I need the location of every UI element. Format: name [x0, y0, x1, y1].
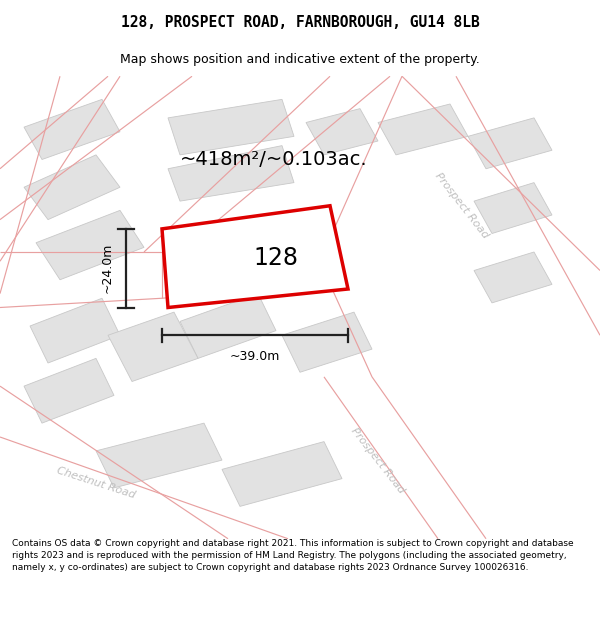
Polygon shape	[168, 146, 294, 201]
Polygon shape	[96, 423, 222, 488]
Text: Chestnut Road: Chestnut Road	[55, 466, 137, 501]
Polygon shape	[168, 99, 294, 155]
Polygon shape	[474, 252, 552, 303]
Text: Map shows position and indicative extent of the property.: Map shows position and indicative extent…	[120, 53, 480, 66]
Polygon shape	[24, 155, 120, 219]
Polygon shape	[108, 312, 198, 381]
Polygon shape	[222, 442, 342, 506]
Polygon shape	[30, 298, 120, 363]
Text: Prospect Road: Prospect Road	[349, 426, 407, 495]
Text: 128: 128	[254, 246, 299, 270]
Polygon shape	[378, 104, 468, 155]
Text: 128, PROSPECT ROAD, FARNBOROUGH, GU14 8LB: 128, PROSPECT ROAD, FARNBOROUGH, GU14 8L…	[121, 16, 479, 31]
Polygon shape	[36, 211, 144, 280]
Text: Prospect Road: Prospect Road	[433, 171, 491, 241]
Polygon shape	[282, 312, 372, 372]
Text: ~418m²/~0.103ac.: ~418m²/~0.103ac.	[180, 150, 368, 169]
Polygon shape	[24, 99, 120, 159]
Polygon shape	[180, 294, 276, 358]
Polygon shape	[24, 358, 114, 423]
Polygon shape	[306, 109, 378, 155]
Polygon shape	[162, 206, 348, 308]
Text: ~39.0m: ~39.0m	[230, 349, 280, 362]
Text: ~24.0m: ~24.0m	[100, 243, 113, 293]
Polygon shape	[474, 182, 552, 234]
Polygon shape	[468, 118, 552, 169]
Text: Contains OS data © Crown copyright and database right 2021. This information is : Contains OS data © Crown copyright and d…	[12, 539, 574, 572]
